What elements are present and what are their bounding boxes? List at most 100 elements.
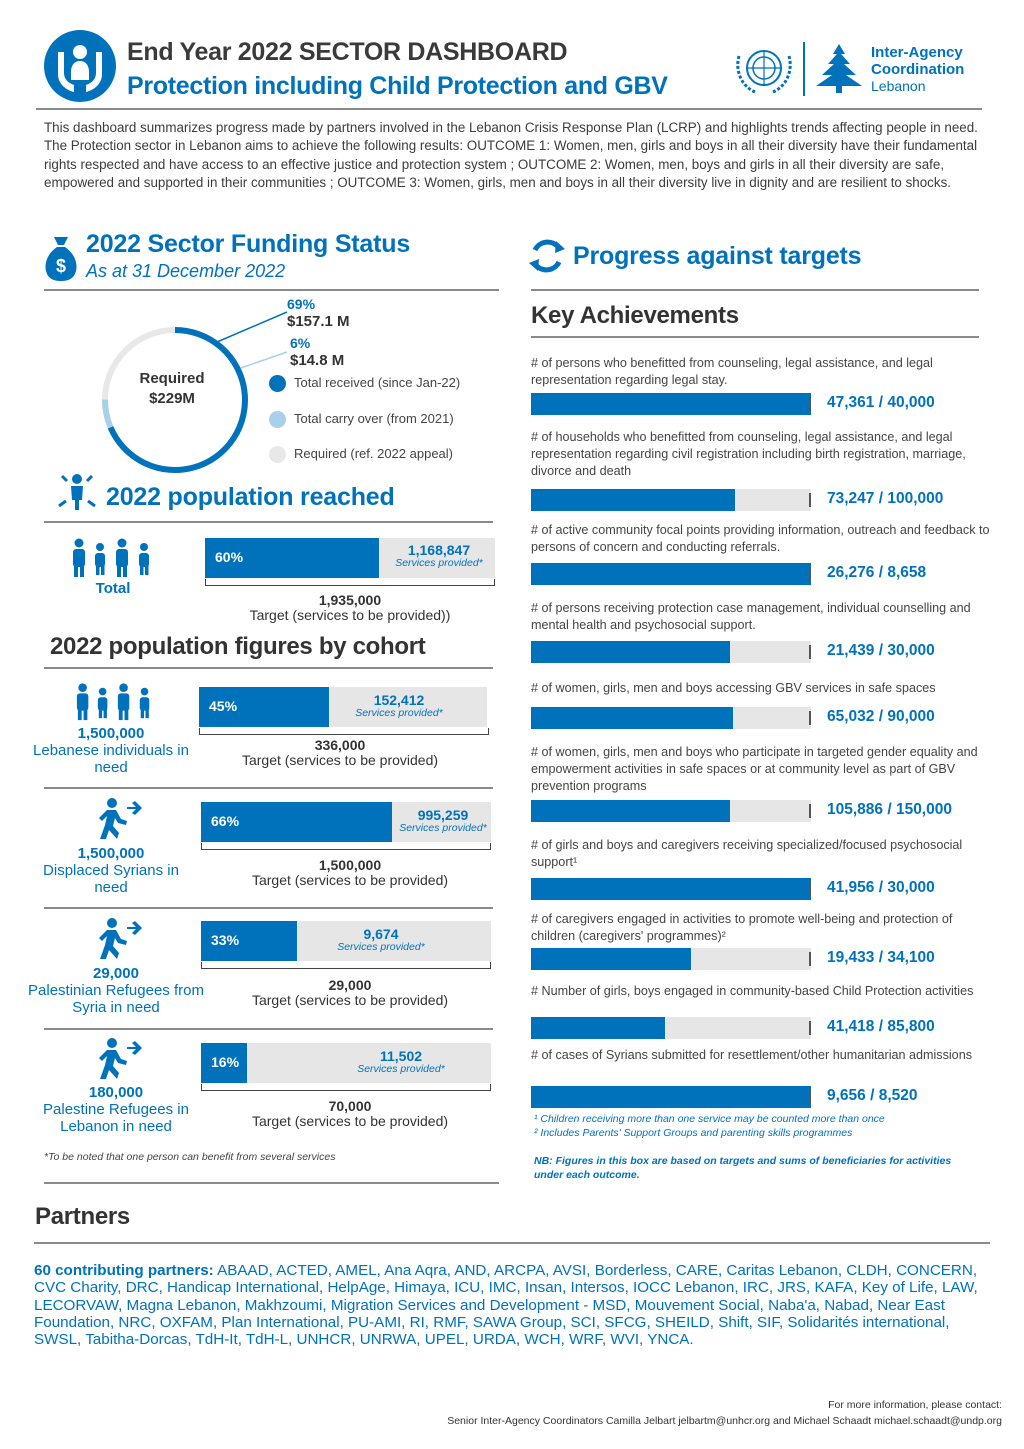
un-emblem-icon: [733, 42, 795, 103]
cohort-bar: 66% 995,259 Services provided*: [201, 802, 491, 842]
cohort-served: 11,502 Services provided*: [357, 1048, 445, 1075]
money-bag-icon: $: [44, 235, 78, 288]
progress-divider: [531, 289, 979, 291]
cohort-note: *To be noted that one person can benefit…: [44, 1151, 336, 1163]
cohort-population: 1,500,000 Lebanese individuals in need: [33, 725, 189, 776]
achievement-bar-fill: [531, 393, 811, 415]
partners-list: 60 contributing partners: ABAAD, ACTED, …: [34, 1262, 978, 1349]
org-name: Inter-Agency Coordination Lebanon: [871, 44, 965, 94]
achievement-value: 47,361 / 40,000: [827, 394, 935, 411]
achievement-target-tick: [809, 882, 811, 896]
cohort-bar: 16% 11,502 Services provided*: [201, 1043, 491, 1083]
achievement-description: # of active community focal points provi…: [531, 523, 990, 554]
achievement-bar-fill: [531, 707, 733, 729]
total-target: 1,935,000 Target (services to be provide…: [249, 592, 451, 623]
carryover-arc: [101, 399, 114, 429]
refugee-person-icon: [94, 917, 142, 966]
logo-divider: [803, 42, 805, 96]
achievement-description: # of persons receiving protection case m…: [531, 601, 971, 632]
achievement-value: 26,276 / 8,658: [827, 564, 927, 581]
footnote-1: ¹ Children receiving more than one servi…: [534, 1113, 885, 1125]
achievement-bar: [531, 948, 811, 970]
cohort-bar-fill: [201, 802, 393, 842]
cohort-divider: [44, 667, 493, 669]
achievement-value: 41,418 / 85,800: [827, 1018, 935, 1035]
refugee-person-icon: [94, 1037, 142, 1086]
cohort-pct: 16%: [211, 1054, 240, 1070]
achievement-target-tick: [809, 397, 811, 411]
cohort-bar-fill: [201, 921, 297, 961]
total-pct: 60%: [215, 549, 244, 565]
total-served: 1,168,847 Services provided*: [395, 542, 483, 569]
dashboard-title: End Year 2022 SECTOR DASHBOARD: [127, 38, 568, 66]
achievement-description: # of persons who benefitted from counsel…: [531, 356, 933, 387]
received-arc: [107, 327, 248, 473]
carryover-callout: 6% $14.8 M: [290, 335, 345, 369]
contact-info: For more information, please contact: Se…: [447, 1399, 1002, 1427]
achievement-description: # of girls and boys and caregivers recei…: [531, 838, 963, 869]
achievement-bar: [531, 800, 811, 822]
achievement-description: # of caregivers engaged in activities to…: [531, 912, 953, 943]
achievement-bar-fill: [531, 1086, 811, 1108]
achievement-bar-fill: [531, 563, 811, 585]
funding-divider: [44, 289, 499, 291]
cohort-population: 1,500,000 Displaced Syrians in need: [43, 845, 179, 896]
progress-title: Progress against targets: [573, 242, 862, 270]
intro-paragraph: This dashboard summarizes progress made …: [44, 120, 978, 190]
legend-required-swatch: [269, 446, 286, 463]
achievement-bar: [531, 489, 811, 511]
achievement-target-tick: [809, 493, 811, 507]
achievement-target-tick: [809, 645, 811, 659]
legend-received-label: Total received (since Jan-22): [294, 375, 461, 390]
cohort-target: 336,000 Target (services to be provided): [241, 737, 439, 768]
cohort-served: 995,259 Services provided*: [399, 807, 487, 834]
total-population-bar: 60% 1,168,847 Services provided*: [205, 538, 495, 578]
achievement-target-tick: [809, 1021, 811, 1035]
achievement-bar: [531, 878, 811, 900]
achievement-bar-fill: [531, 948, 691, 970]
achievement-bar-fill: [531, 800, 730, 822]
cohort-target-bracket: [201, 843, 491, 850]
funding-subtitle: As at 31 December 2022: [86, 261, 286, 281]
achievement-bar-fill: [531, 641, 730, 663]
achievement-target-tick: [809, 711, 811, 725]
header-divider: [36, 108, 982, 110]
legend-required-label: Required (ref. 2022 appeal): [294, 446, 453, 461]
achievement-description: # of households who benefitted from coun…: [531, 430, 966, 478]
total-population-fill: [205, 538, 379, 578]
achievement-value: 9,656 / 8,520: [827, 1087, 918, 1104]
achievement-value: 105,886 / 150,000: [827, 801, 952, 818]
cohort-population: 29,000 Palestinian Refugees from Syria i…: [28, 965, 204, 1016]
cohort-served: 9,674 Services provided*: [337, 926, 425, 953]
achievement-bar: [531, 393, 811, 415]
cohort-served: 152,412 Services provided*: [355, 692, 443, 719]
achievement-bar: [531, 1086, 811, 1108]
total-label: Total: [95, 580, 131, 597]
progress-nb: NB: Figures in this box are based on tar…: [534, 1155, 952, 1181]
cohort-target-bracket: [201, 962, 491, 969]
funding-leader-lines: [216, 311, 288, 369]
achievement-bar-fill: [531, 1017, 666, 1039]
cohort-target: 1,500,000 Target (services to be provide…: [251, 857, 449, 888]
achievement-bar-fill: [531, 489, 736, 511]
achievement-description: # Number of girls, boys engaged in commu…: [531, 984, 974, 998]
cohort-target: 29,000 Target (services to be provided): [251, 977, 449, 1008]
cohort-title: 2022 population figures by cohort: [50, 633, 426, 660]
svg-text:$: $: [56, 256, 66, 276]
cohort-bar-fill: [201, 1043, 248, 1083]
funding-title: 2022 Sector Funding Status: [86, 230, 411, 258]
cohort-pct: 66%: [211, 813, 240, 829]
cohort-population: 180,000 Palestine Refugees in Lebanon in…: [43, 1084, 189, 1135]
refresh-cycle-icon: [528, 237, 566, 280]
partners-title: Partners: [35, 1203, 130, 1230]
achievement-description: # of cases of Syrians submitted for rese…: [531, 1048, 972, 1062]
achievement-target-tick: [809, 1090, 811, 1104]
dashboard-subtitle: Protection including Child Protection an…: [127, 72, 668, 100]
achievement-bar: [531, 707, 811, 729]
family-icon: [72, 682, 158, 727]
legend-received-swatch: [269, 375, 286, 392]
achievement-bar-fill: [531, 878, 811, 900]
achievement-bar: [531, 563, 811, 585]
cohort-target-bracket: [199, 728, 489, 735]
displaced-person-icon: [94, 797, 142, 846]
